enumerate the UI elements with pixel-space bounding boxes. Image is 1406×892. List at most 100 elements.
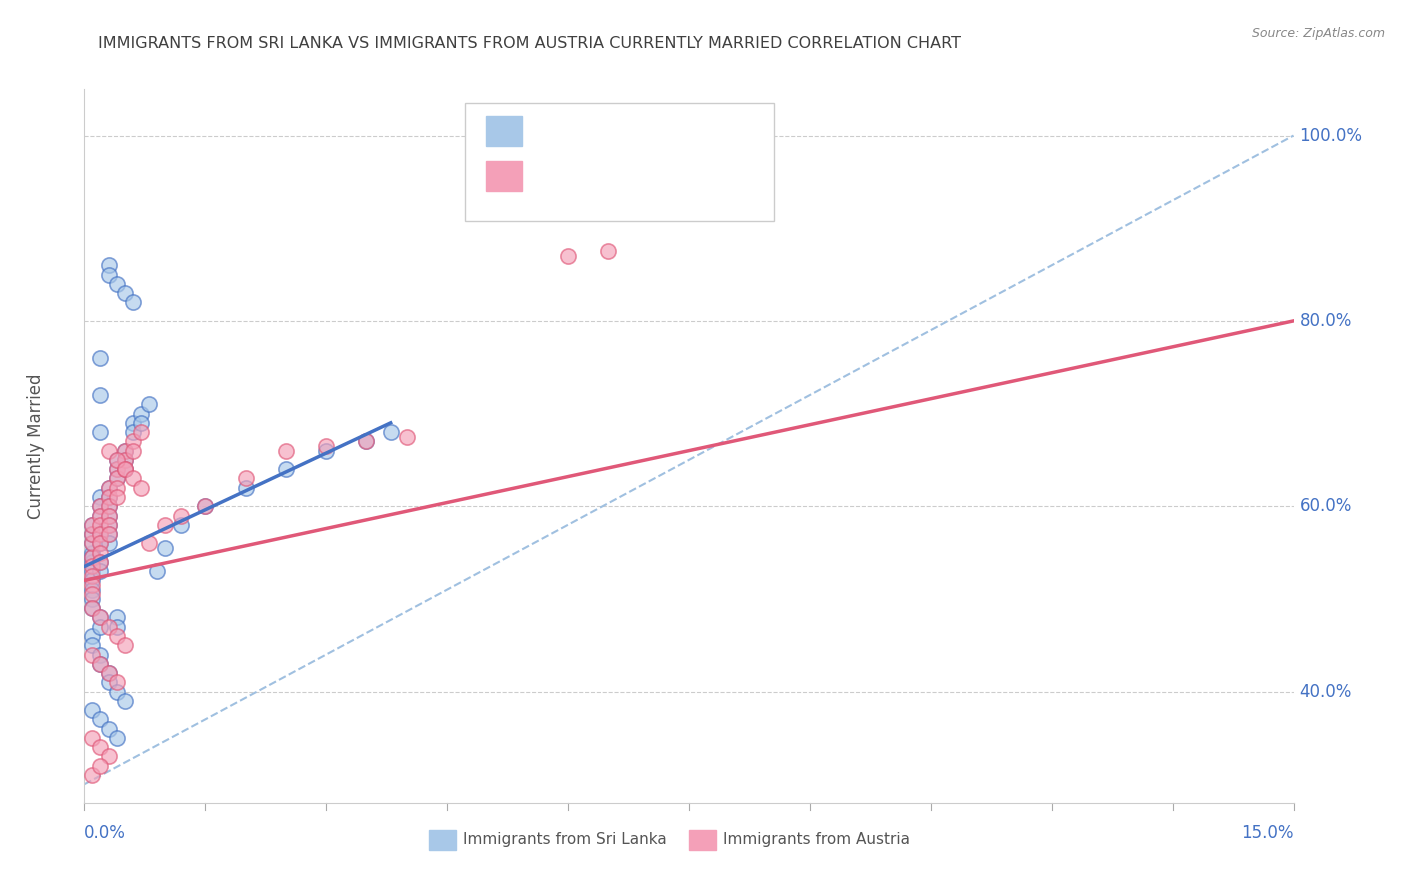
Point — [82, 564, 104, 578]
Point — [153, 541, 176, 555]
Point — [89, 490, 111, 504]
Point — [89, 500, 111, 514]
Point — [82, 591, 104, 606]
Point — [89, 740, 111, 755]
Point — [146, 564, 169, 578]
Point — [105, 629, 128, 643]
Point — [82, 648, 104, 662]
Point — [89, 388, 111, 402]
Point — [97, 268, 120, 282]
Point — [114, 443, 136, 458]
Point — [105, 462, 128, 476]
Point — [97, 481, 120, 495]
Point — [97, 527, 120, 541]
Text: 80.0%: 80.0% — [1299, 312, 1353, 330]
Point — [89, 508, 111, 523]
Point — [82, 555, 104, 569]
Point — [105, 471, 128, 485]
Point — [89, 657, 111, 671]
Point — [97, 508, 120, 523]
Point — [82, 550, 104, 565]
Point — [97, 508, 120, 523]
Point — [89, 500, 111, 514]
Point — [97, 666, 120, 681]
Point — [114, 638, 136, 652]
Point — [121, 471, 143, 485]
Text: 15.0%: 15.0% — [1241, 824, 1294, 842]
Point — [114, 453, 136, 467]
Point — [97, 620, 120, 634]
Point — [89, 610, 111, 624]
Point — [315, 443, 337, 458]
Point — [97, 517, 120, 532]
Text: Immigrants from Austria: Immigrants from Austria — [723, 832, 910, 847]
Point — [89, 545, 111, 559]
Point — [235, 481, 257, 495]
Point — [105, 731, 128, 745]
Point — [89, 564, 111, 578]
Point — [82, 559, 104, 574]
Point — [121, 434, 143, 449]
Point — [97, 722, 120, 736]
Bar — [689, 830, 716, 850]
Point — [114, 462, 136, 476]
Point — [315, 439, 337, 453]
Bar — [486, 161, 522, 191]
Point — [97, 666, 120, 681]
Point — [89, 508, 111, 523]
Point — [82, 545, 104, 559]
Point — [395, 430, 418, 444]
Point — [105, 610, 128, 624]
Point — [356, 434, 378, 449]
Point — [89, 517, 111, 532]
Point — [82, 731, 104, 745]
Point — [97, 675, 120, 690]
Point — [598, 244, 620, 259]
Point — [82, 517, 104, 532]
Point — [121, 425, 143, 439]
Point — [105, 453, 128, 467]
Point — [82, 536, 104, 550]
Point — [105, 675, 128, 690]
Point — [114, 462, 136, 476]
Point — [105, 490, 128, 504]
Point — [82, 517, 104, 532]
Point — [105, 471, 128, 485]
Point — [114, 286, 136, 301]
Point — [97, 443, 120, 458]
Point — [89, 555, 111, 569]
Point — [82, 568, 104, 582]
Point — [105, 453, 128, 467]
Point — [89, 610, 111, 624]
Point — [97, 517, 120, 532]
Point — [82, 574, 104, 588]
Text: N = 60: N = 60 — [659, 166, 721, 184]
Point — [82, 703, 104, 717]
Point — [129, 425, 152, 439]
Point — [97, 490, 120, 504]
Point — [194, 500, 217, 514]
Point — [82, 768, 104, 782]
Point — [356, 434, 378, 449]
Point — [274, 443, 297, 458]
Point — [82, 578, 104, 592]
Point — [89, 657, 111, 671]
Point — [97, 481, 120, 495]
Text: 40.0%: 40.0% — [1299, 682, 1353, 700]
Point — [105, 481, 128, 495]
Point — [82, 601, 104, 615]
Point — [170, 517, 193, 532]
Text: N = 69: N = 69 — [659, 120, 721, 137]
Text: R = 0.373: R = 0.373 — [534, 120, 624, 137]
Bar — [429, 830, 456, 850]
Point — [114, 453, 136, 467]
Point — [89, 351, 111, 365]
Point — [97, 749, 120, 764]
Point — [138, 397, 160, 411]
Point — [105, 620, 128, 634]
Point — [82, 601, 104, 615]
Point — [129, 416, 152, 430]
Point — [89, 758, 111, 772]
Point — [97, 500, 120, 514]
Point — [129, 481, 152, 495]
